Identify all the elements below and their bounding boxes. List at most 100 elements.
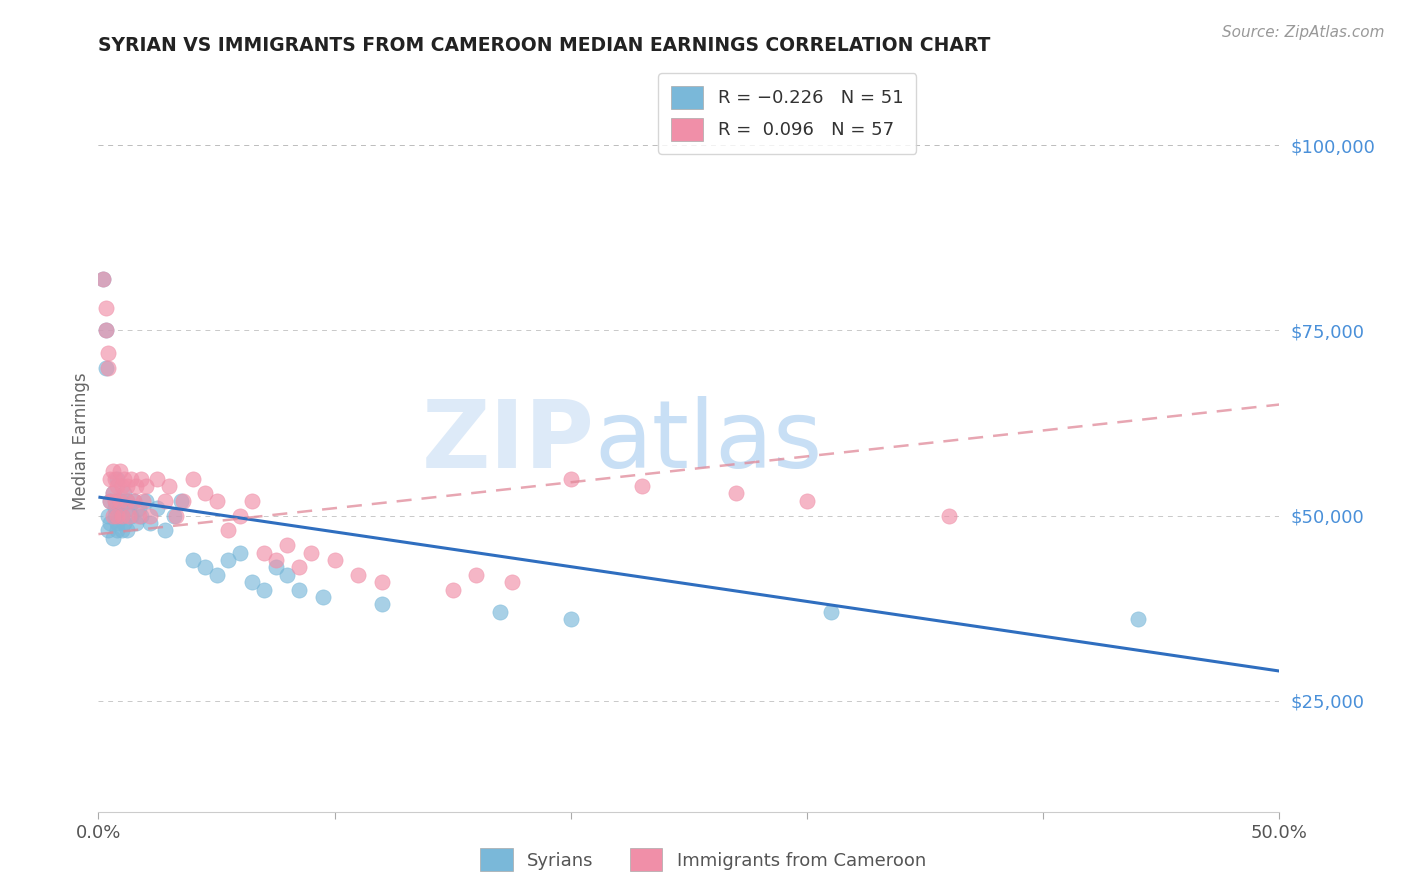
Point	[91, 271, 114, 285]
Point	[299, 545, 322, 560]
Point	[108, 464, 131, 478]
Point	[217, 553, 239, 567]
Point	[94, 323, 117, 337]
Point	[111, 524, 134, 538]
Legend: Syrians, Immigrants from Cameroon: Syrians, Immigrants from Cameroon	[472, 841, 934, 879]
Point	[98, 471, 121, 485]
Point	[264, 553, 287, 567]
Point	[312, 590, 335, 604]
Point	[371, 598, 394, 612]
Point	[288, 582, 311, 597]
Point	[101, 531, 124, 545]
Point	[139, 508, 162, 523]
Point	[129, 471, 152, 485]
Point	[132, 493, 155, 508]
Point	[104, 493, 127, 508]
Point	[104, 508, 127, 523]
Point	[146, 501, 169, 516]
Text: Source: ZipAtlas.com: Source: ZipAtlas.com	[1222, 25, 1385, 40]
Point	[153, 493, 176, 508]
Point	[115, 524, 138, 538]
Point	[115, 493, 138, 508]
Point	[139, 516, 162, 530]
Point	[229, 508, 252, 523]
Point	[135, 479, 157, 493]
Point	[170, 493, 193, 508]
Point	[125, 479, 148, 493]
Point	[194, 486, 217, 500]
Point	[94, 301, 117, 316]
Point	[108, 501, 131, 516]
Point	[98, 493, 121, 508]
Point	[240, 493, 263, 508]
Point	[98, 493, 121, 508]
Point	[104, 493, 127, 508]
Point	[938, 508, 960, 523]
Point	[118, 501, 141, 516]
Point	[125, 516, 148, 530]
Point	[104, 501, 127, 516]
Point	[94, 323, 117, 337]
Point	[101, 486, 124, 500]
Point	[101, 508, 124, 523]
Point	[121, 471, 143, 485]
Point	[371, 575, 394, 590]
Point	[217, 524, 239, 538]
Point	[441, 582, 464, 597]
Point	[128, 501, 150, 516]
Point	[111, 508, 134, 523]
Point	[347, 567, 370, 582]
Point	[108, 493, 131, 508]
Point	[205, 493, 228, 508]
Point	[153, 524, 176, 538]
Point	[97, 508, 120, 523]
Point	[465, 567, 488, 582]
Point	[146, 471, 169, 485]
Point	[288, 560, 311, 574]
Point	[105, 508, 128, 523]
Point	[112, 516, 135, 530]
Point	[101, 486, 124, 500]
Point	[111, 479, 134, 493]
Point	[253, 582, 276, 597]
Point	[135, 493, 157, 508]
Point	[118, 508, 141, 523]
Point	[253, 545, 276, 560]
Point	[501, 575, 523, 590]
Point	[276, 567, 298, 582]
Point	[1126, 612, 1149, 626]
Point	[122, 493, 145, 508]
Point	[172, 493, 194, 508]
Point	[97, 345, 120, 359]
Point	[229, 545, 252, 560]
Point	[165, 508, 187, 523]
Point	[560, 612, 582, 626]
Point	[108, 493, 131, 508]
Point	[630, 479, 652, 493]
Text: SYRIAN VS IMMIGRANTS FROM CAMEROON MEDIAN EARNINGS CORRELATION CHART: SYRIAN VS IMMIGRANTS FROM CAMEROON MEDIA…	[98, 36, 991, 54]
Point	[560, 471, 582, 485]
Point	[163, 508, 186, 523]
Point	[115, 479, 138, 493]
Point	[115, 493, 138, 508]
Point	[205, 567, 228, 582]
Point	[112, 486, 135, 500]
Point	[91, 271, 114, 285]
Point	[111, 508, 134, 523]
Point	[98, 516, 121, 530]
Point	[264, 560, 287, 574]
Point	[129, 508, 152, 523]
Point	[121, 508, 143, 523]
Point	[122, 493, 145, 508]
Y-axis label: Median Earnings: Median Earnings	[72, 373, 90, 510]
Point	[112, 471, 135, 485]
Legend: R = −0.226   N = 51, R =  0.096   N = 57: R = −0.226 N = 51, R = 0.096 N = 57	[658, 73, 917, 153]
Point	[240, 575, 263, 590]
Point	[105, 479, 128, 493]
Point	[128, 508, 150, 523]
Point	[94, 360, 117, 375]
Point	[725, 486, 748, 500]
Point	[181, 553, 204, 567]
Point	[796, 493, 818, 508]
Point	[323, 553, 346, 567]
